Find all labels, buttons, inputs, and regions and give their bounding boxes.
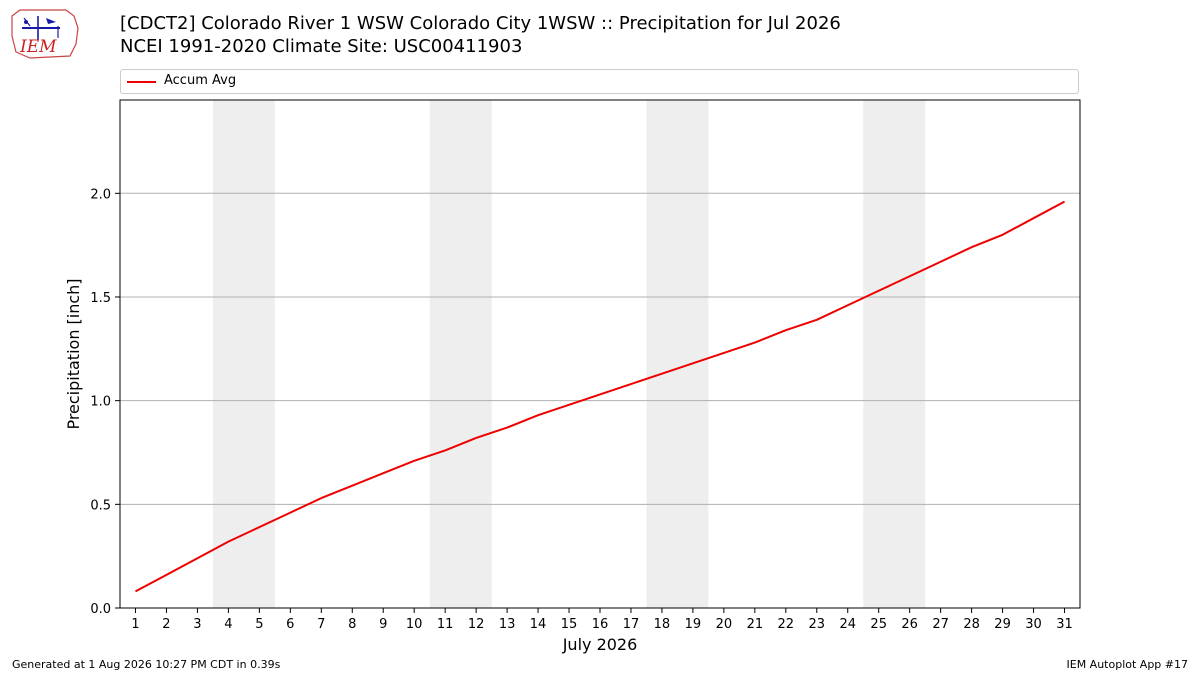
y-tick-label-4: 2.0 bbox=[90, 187, 111, 202]
x-tick-label-10: 10 bbox=[406, 617, 423, 632]
x-tick-label-1: 1 bbox=[131, 617, 139, 632]
y-tick-label-3: 1.5 bbox=[90, 291, 111, 306]
legend: Accum Avg bbox=[120, 69, 1079, 94]
weekend-band-4 bbox=[863, 100, 926, 608]
x-tick-label-28: 28 bbox=[963, 617, 980, 632]
x-tick-label-27: 27 bbox=[932, 617, 949, 632]
x-tick-label-20: 20 bbox=[716, 617, 733, 632]
x-tick-label-15: 15 bbox=[561, 617, 578, 632]
weekend-band-3 bbox=[646, 100, 709, 608]
title-line-2: NCEI 1991-2020 Climate Site: USC00411903 bbox=[120, 36, 523, 57]
x-tick-label-3: 3 bbox=[193, 617, 201, 632]
legend-swatch-accum-avg bbox=[127, 81, 156, 83]
chart-title: [CDCT2] Colorado River 1 WSW Colorado Ci… bbox=[120, 12, 841, 58]
x-tick-label-7: 7 bbox=[317, 617, 325, 632]
x-tick-label-24: 24 bbox=[839, 617, 856, 632]
app-label: IEM Autoplot App #17 bbox=[1066, 658, 1189, 671]
x-tick-label-16: 16 bbox=[592, 617, 609, 632]
x-tick-label-19: 19 bbox=[685, 617, 702, 632]
svg-text:IEM: IEM bbox=[19, 37, 57, 57]
generated-timestamp: Generated at 1 Aug 2026 10:27 PM CDT in … bbox=[12, 658, 281, 671]
legend-label-accum-avg: Accum Avg bbox=[164, 73, 237, 88]
x-tick-label-2: 2 bbox=[162, 617, 170, 632]
x-axis-label: July 2026 bbox=[562, 635, 638, 654]
x-tick-label-6: 6 bbox=[286, 617, 294, 632]
x-tick-label-18: 18 bbox=[654, 617, 671, 632]
x-tick-label-23: 23 bbox=[809, 617, 826, 632]
series-line-accum-avg bbox=[135, 200, 1065, 593]
x-tick-label-30: 30 bbox=[1025, 617, 1042, 632]
x-tick-label-5: 5 bbox=[255, 617, 263, 632]
iem-logo: IEM bbox=[11, 9, 79, 59]
x-tick-label-25: 25 bbox=[870, 617, 887, 632]
x-tick-label-26: 26 bbox=[901, 617, 918, 632]
y-tick-label-1: 0.5 bbox=[90, 498, 111, 513]
x-tick-label-12: 12 bbox=[468, 617, 485, 632]
y-tick-label-2: 1.0 bbox=[90, 395, 111, 410]
x-tick-label-21: 21 bbox=[747, 617, 764, 632]
y-axis-label: Precipitation [inch] bbox=[64, 278, 83, 429]
x-tick-label-31: 31 bbox=[1056, 617, 1073, 632]
title-line-1: [CDCT2] Colorado River 1 WSW Colorado Ci… bbox=[120, 13, 841, 34]
x-tick-label-4: 4 bbox=[224, 617, 232, 632]
plot-frame bbox=[119, 99, 1081, 609]
x-tick-label-8: 8 bbox=[348, 617, 356, 632]
x-tick-label-29: 29 bbox=[994, 617, 1011, 632]
weekend-band-1 bbox=[212, 100, 275, 608]
x-tick-label-9: 9 bbox=[379, 617, 387, 632]
x-tick-label-14: 14 bbox=[530, 617, 547, 632]
x-tick-label-17: 17 bbox=[623, 617, 640, 632]
x-tick-label-13: 13 bbox=[499, 617, 516, 632]
y-tick-label-0: 0.0 bbox=[90, 602, 111, 617]
x-tick-label-22: 22 bbox=[778, 617, 795, 632]
x-tick-label-11: 11 bbox=[437, 617, 454, 632]
weekend-band-2 bbox=[429, 100, 492, 608]
